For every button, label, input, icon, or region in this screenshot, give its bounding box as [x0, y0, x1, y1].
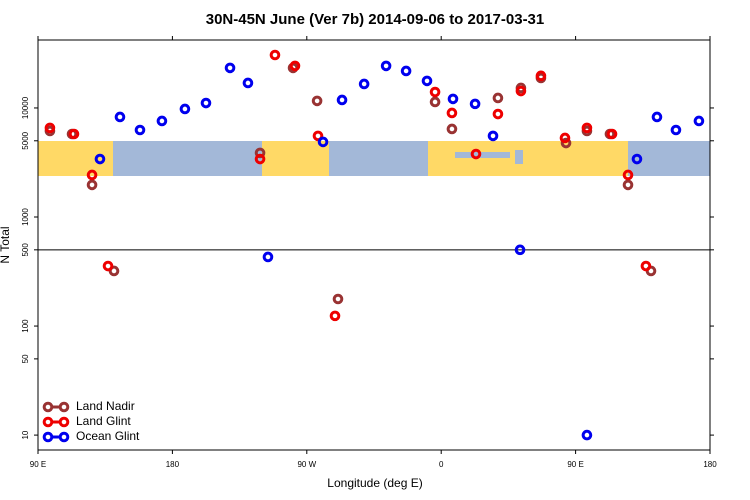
- point: [114, 111, 126, 123]
- point: [262, 251, 274, 263]
- y-tick-label: 10: [21, 430, 30, 439]
- point: [102, 260, 114, 272]
- point: [329, 310, 341, 322]
- x-axis-label: Longitude (deg E): [327, 476, 422, 490]
- point: [312, 130, 324, 142]
- point: [429, 96, 441, 108]
- point: [179, 103, 191, 115]
- point: [224, 62, 236, 74]
- y-tick-label: 5000: [21, 131, 30, 149]
- point: [446, 107, 458, 119]
- legend-marker: [42, 431, 54, 443]
- point: [421, 75, 433, 87]
- point: [670, 124, 682, 136]
- point: [86, 169, 98, 181]
- point: [108, 265, 120, 277]
- point: [134, 124, 146, 136]
- legend-marker: [42, 401, 54, 413]
- point: [622, 179, 634, 191]
- point: [429, 86, 441, 98]
- legend-label: Land Glint: [76, 414, 131, 428]
- point: [400, 65, 412, 77]
- point: [535, 70, 547, 82]
- point: [581, 429, 593, 441]
- point: [317, 136, 329, 148]
- x-tick-label: 90 W: [297, 460, 316, 469]
- x-tick-label: 90 E: [30, 460, 46, 469]
- point: [631, 153, 643, 165]
- legend-marker: [58, 431, 70, 443]
- x-tick-label: 180: [703, 460, 717, 469]
- point: [332, 293, 344, 305]
- legend-marker: [42, 416, 54, 428]
- point: [242, 77, 254, 89]
- point: [492, 92, 504, 104]
- legend-marker: [58, 401, 70, 413]
- y-tick-label: 1000: [21, 208, 30, 226]
- point: [86, 179, 98, 191]
- point: [622, 169, 634, 181]
- point: [156, 115, 168, 127]
- point: [560, 137, 572, 149]
- point: [581, 122, 593, 134]
- map-band: [38, 141, 710, 176]
- point: [289, 60, 301, 72]
- plot-frame: [37, 39, 711, 451]
- point: [606, 128, 618, 140]
- point: [446, 123, 458, 135]
- point: [336, 94, 348, 106]
- y-tick-label: 50: [21, 354, 30, 363]
- point: [311, 95, 323, 107]
- point: [651, 111, 663, 123]
- y-tick-label: 10000: [21, 96, 30, 119]
- point: [447, 93, 459, 105]
- point: [487, 130, 499, 142]
- point: [470, 148, 482, 160]
- point: [515, 85, 527, 97]
- x-tick-label: 0: [439, 460, 444, 469]
- point: [269, 49, 281, 61]
- point: [358, 78, 370, 90]
- x-tick-label: 90 E: [567, 460, 583, 469]
- y-tick-label: 500: [21, 243, 30, 257]
- chart-title: 30N-45N June (Ver 7b) 2014-09-06 to 2017…: [206, 11, 545, 28]
- point: [693, 115, 705, 127]
- point: [469, 98, 481, 110]
- point: [514, 244, 526, 256]
- point: [640, 260, 652, 272]
- point: [44, 122, 56, 134]
- y-tick-label: 100: [21, 319, 30, 333]
- point: [94, 153, 106, 165]
- legend-label: Ocean Glint: [76, 429, 140, 443]
- point: [200, 97, 212, 109]
- legend-marker: [58, 416, 70, 428]
- point: [68, 128, 80, 140]
- y-axis-label: N Total: [0, 226, 12, 263]
- point: [380, 60, 392, 72]
- point: [254, 153, 266, 165]
- point: [492, 108, 504, 120]
- legend-label: Land Nadir: [76, 399, 135, 413]
- point: [559, 132, 571, 144]
- x-tick-label: 180: [166, 460, 180, 469]
